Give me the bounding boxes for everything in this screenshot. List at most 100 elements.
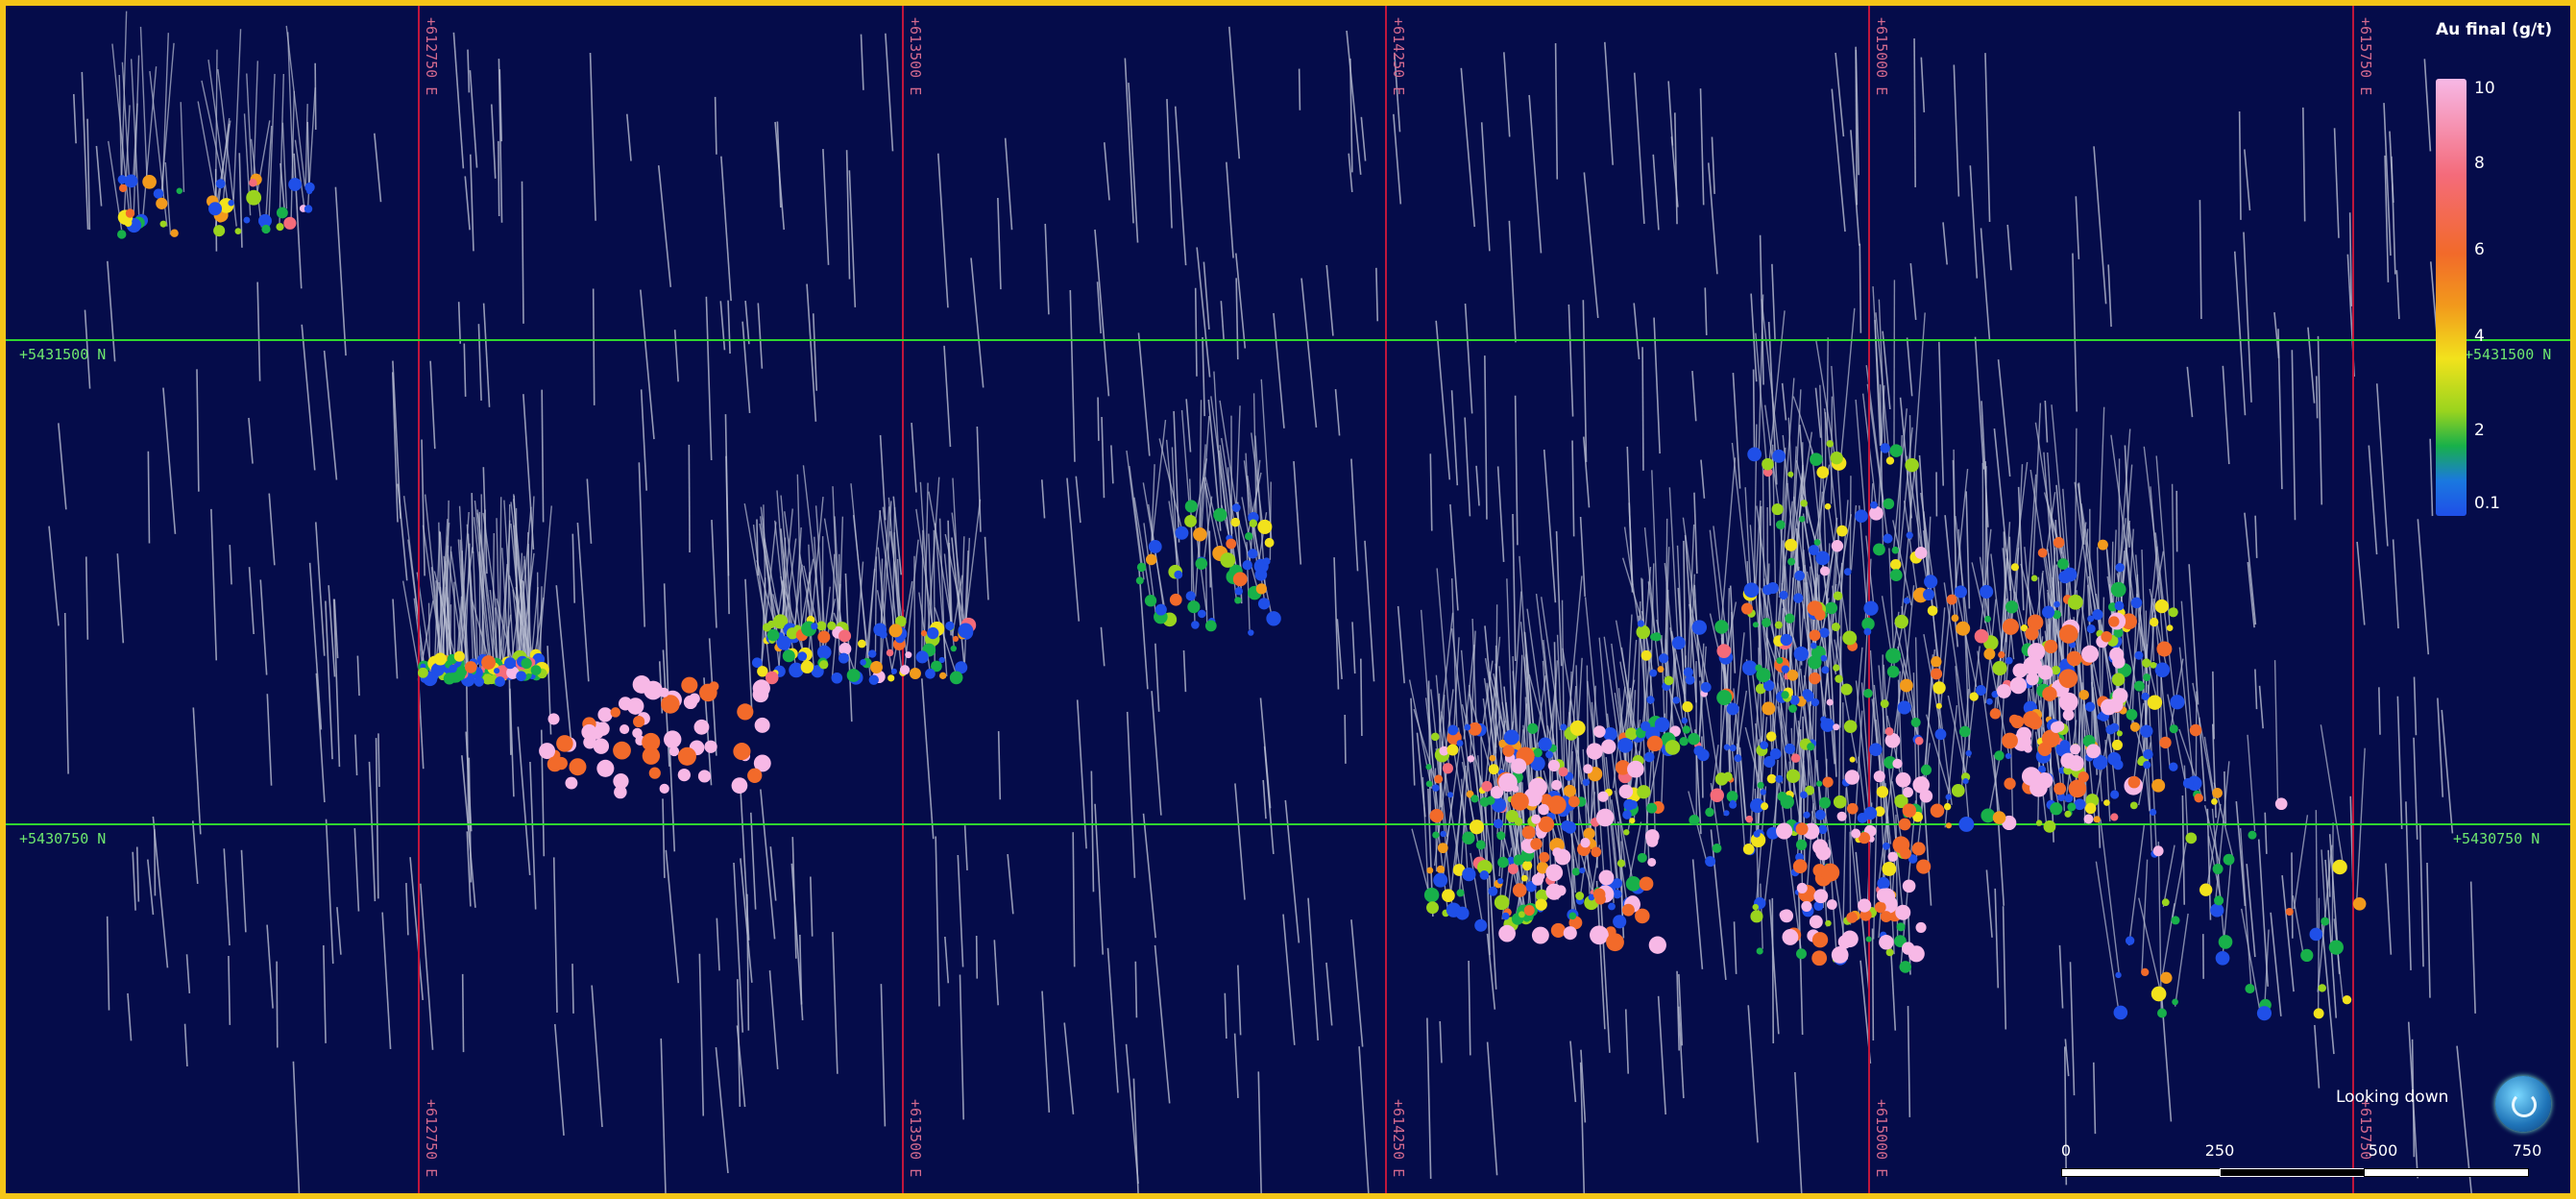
assay-sample-dot xyxy=(2121,613,2138,630)
assay-sample-dot xyxy=(2041,605,2055,619)
drillhole-trace xyxy=(698,953,705,1116)
drillhole-trace xyxy=(1237,965,1242,1036)
assay-sample-dot xyxy=(1434,774,1444,784)
drillhole-trace xyxy=(482,512,506,676)
drillhole-trace xyxy=(860,34,864,90)
drillhole-map[interactable]: +612750 E +613500 E +614250 E +615000 E … xyxy=(6,6,2576,1199)
assay-sample-dot xyxy=(731,777,748,795)
drillhole-trace xyxy=(2151,551,2165,620)
drillhole-trace xyxy=(1611,799,1628,903)
assay-sample-dot xyxy=(899,665,911,675)
drillhole-trace xyxy=(2069,962,2076,1096)
assay-sample-dot xyxy=(1714,772,1729,786)
assay-sample-dot xyxy=(159,220,167,228)
assay-sample-dot xyxy=(1895,771,1911,788)
assay-sample-dot xyxy=(1815,844,1832,861)
drillhole-trace xyxy=(1603,636,1625,782)
assay-sample-dot xyxy=(1813,889,1829,904)
drillhole-trace xyxy=(301,324,316,471)
assay-sample-dot xyxy=(1934,728,1947,741)
drillhole-trace xyxy=(1980,228,1991,341)
drillhole-trace xyxy=(2293,815,2309,910)
drillhole-trace xyxy=(2392,539,2399,629)
assay-sample-dot xyxy=(2056,793,2066,802)
drillhole-trace xyxy=(1579,516,1586,597)
assay-sample-dot xyxy=(1905,457,1919,473)
drillhole-trace xyxy=(354,734,358,776)
assay-sample-dot xyxy=(1440,830,1446,838)
assay-sample-dot xyxy=(276,223,284,232)
drillhole-trace xyxy=(162,387,177,534)
assay-sample-dot xyxy=(1658,653,1669,664)
legend-tick: 6 xyxy=(2474,240,2485,259)
assay-sample-dot xyxy=(1640,649,1652,661)
drillhole-trace xyxy=(285,25,306,187)
drillhole-trace xyxy=(592,288,595,405)
drillhole-trace xyxy=(467,49,471,93)
drillhole-trace xyxy=(1484,355,1488,520)
drillhole-trace xyxy=(1653,317,1661,454)
assay-sample-dot xyxy=(1616,859,1626,868)
drillhole-trace xyxy=(2321,923,2335,1055)
drillhole-trace xyxy=(984,536,989,600)
drillhole-trace xyxy=(1040,479,1046,519)
orientation-compass-icon[interactable] xyxy=(2495,1076,2551,1132)
assay-sample-dot xyxy=(618,697,633,711)
drillhole-trace xyxy=(2006,224,2012,271)
drillhole-trace xyxy=(970,257,984,388)
drillhole-trace xyxy=(1441,711,1451,771)
drillhole-trace xyxy=(866,568,876,664)
assay-sample-dot xyxy=(215,179,226,189)
drillhole-trace xyxy=(2277,329,2283,490)
drillhole-trace xyxy=(1953,64,1960,197)
assay-sample-dot xyxy=(1257,519,1273,534)
drillhole-trace xyxy=(445,560,453,671)
drillhole-trace xyxy=(1307,897,1319,1040)
assay-sample-dot xyxy=(1606,933,1624,952)
drillhole-trace xyxy=(238,153,243,248)
drillhole-trace xyxy=(2107,264,2112,328)
assay-sample-dot xyxy=(2012,732,2031,751)
assay-sample-dot xyxy=(1882,862,1897,876)
drillhole-trace xyxy=(769,846,777,901)
drillhole-trace xyxy=(2281,874,2295,992)
drillhole-trace xyxy=(2389,131,2394,203)
drillhole-trace xyxy=(2138,897,2163,996)
drillhole-trace xyxy=(552,857,558,1013)
drillhole-trace xyxy=(1670,136,1679,208)
drillhole-trace xyxy=(375,738,379,899)
assay-sample-dot xyxy=(2037,742,2052,756)
assay-sample-dot xyxy=(565,776,578,790)
drillhole-trace xyxy=(1621,557,1643,623)
assay-sample-dot xyxy=(1894,614,1908,629)
grid-layer xyxy=(6,6,2570,1193)
drillhole-trace xyxy=(1850,130,1860,246)
drillhole-trace xyxy=(2203,736,2215,795)
drillhole-trace xyxy=(116,553,125,644)
assay-sample-dot xyxy=(1903,787,1913,798)
drillhole-trace xyxy=(2417,519,2430,655)
drillhole-trace xyxy=(920,678,935,840)
assay-sample-dot xyxy=(2115,562,2125,573)
drillhole-trace xyxy=(1855,399,1866,513)
drillhole-trace xyxy=(1839,562,1843,728)
assay-sample-dot xyxy=(1593,725,1606,738)
drillhole-trace xyxy=(1566,575,1583,738)
assay-sample-dot xyxy=(1571,868,1580,876)
assay-sample-dot xyxy=(1726,702,1739,716)
drillhole-trace xyxy=(1647,581,1660,667)
assay-sample-dot xyxy=(2092,754,2108,771)
assay-sample-dot xyxy=(1903,597,1910,604)
drillhole-trace xyxy=(1687,524,1695,680)
drillhole-trace xyxy=(292,1061,301,1193)
drillhole-trace xyxy=(477,324,482,401)
assay-sample-dot xyxy=(1426,901,1439,915)
drillhole-trace xyxy=(975,935,979,979)
drillhole-trace xyxy=(845,150,851,280)
assay-sample-dot xyxy=(1191,621,1200,629)
drillhole-trace xyxy=(915,508,936,638)
drillhole-trace xyxy=(720,156,732,302)
assay-sample-dot xyxy=(1817,824,1828,835)
drillhole-trace xyxy=(1196,247,1211,378)
